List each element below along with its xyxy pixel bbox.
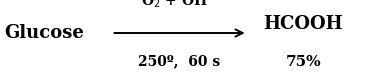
Text: 75%: 75% xyxy=(285,55,321,68)
Text: O$_2$ + OH$^-$: O$_2$ + OH$^-$ xyxy=(141,0,218,11)
Text: HCOOH: HCOOH xyxy=(263,15,342,33)
Text: Glucose: Glucose xyxy=(4,24,84,42)
Text: 250º,  60 s: 250º, 60 s xyxy=(138,54,221,68)
